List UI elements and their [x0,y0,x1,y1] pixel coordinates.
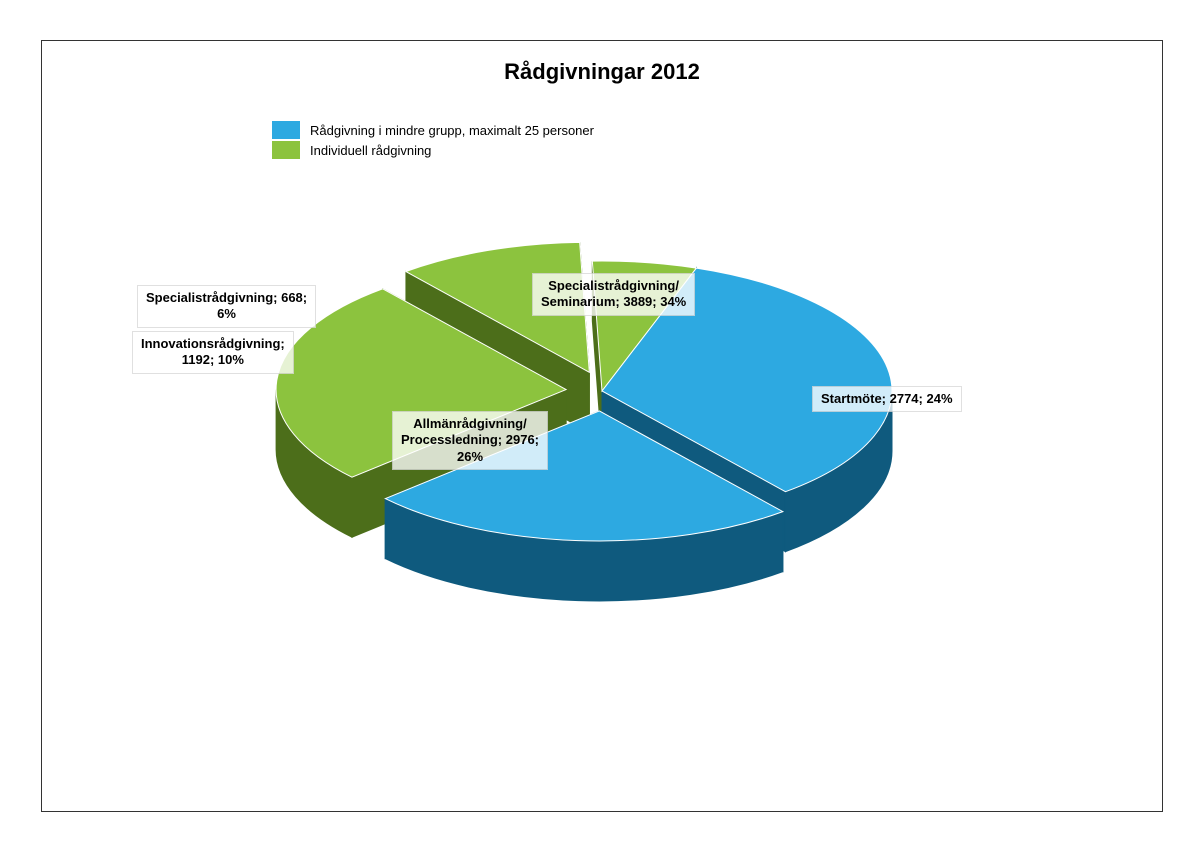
data-label: Innovationsrådgivning; 1192; 10% [132,331,294,374]
data-label: Startmöte; 2774; 24% [812,386,962,412]
legend-label-blue: Rådgivning i mindre grupp, maximalt 25 p… [310,123,594,138]
data-label: Specialistrådgivning; 668; 6% [137,285,316,328]
legend-item-group-green: Individuell rådgivning [272,141,594,159]
legend: Rådgivning i mindre grupp, maximalt 25 p… [272,121,594,161]
legend-item-group-blue: Rådgivning i mindre grupp, maximalt 25 p… [272,121,594,139]
chart-frame: Rådgivningar 2012 Rådgivning i mindre gr… [41,40,1163,812]
legend-label-green: Individuell rådgivning [310,143,431,158]
legend-swatch-green [272,141,300,159]
chart-title: Rådgivningar 2012 [42,59,1162,85]
data-label: Specialistrådgivning/ Seminarium; 3889; … [532,273,695,316]
pie-chart: Specialistrådgivning/ Seminarium; 3889; … [42,221,1162,721]
data-label: Allmänrådgivning/ Processledning; 2976; … [392,411,548,470]
legend-swatch-blue [272,121,300,139]
